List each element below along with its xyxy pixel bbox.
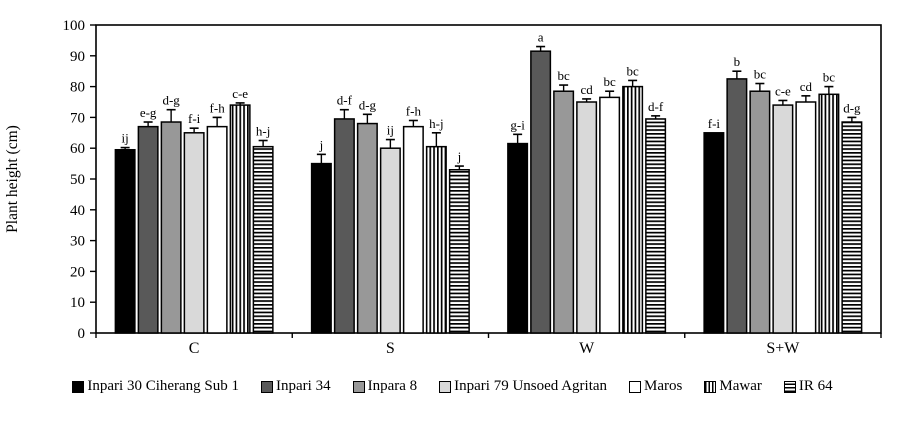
significance-letter: c-e — [775, 83, 791, 98]
y-tick-label: 80 — [70, 80, 85, 96]
legend-label: Inpari 30 Ciherang Sub 1 — [87, 378, 240, 394]
significance-letter: d-f — [648, 99, 664, 114]
legend-label: IR 64 — [798, 378, 833, 394]
legend-item: Maros — [629, 378, 682, 395]
significance-letter: d-g — [162, 93, 180, 108]
significance-letter: ij — [387, 123, 394, 138]
significance-letter: f-i — [708, 116, 721, 131]
significance-letter: g-i — [510, 117, 525, 132]
bar-inpari-30-ciherang-sub-1 — [507, 142, 529, 334]
bar-mawar — [425, 145, 447, 334]
bar-inpari-30-ciherang-sub-1 — [114, 148, 136, 334]
significance-letter: d-f — [337, 93, 353, 108]
bar-maros — [206, 125, 228, 334]
legend-marker-solid — [72, 380, 85, 393]
significance-letter: f-i — [188, 111, 201, 126]
bar-mawar — [818, 93, 840, 334]
legend-marker-solid — [439, 380, 452, 393]
legend-item: IR 64 — [783, 378, 833, 395]
y-tick-label: 10 — [70, 295, 85, 311]
bar-mawar — [229, 104, 251, 334]
significance-letter: j — [319, 137, 324, 152]
y-tick-label: 90 — [70, 49, 85, 65]
y-tick-label: 60 — [70, 141, 85, 157]
bar-inpara-8 — [749, 90, 771, 334]
significance-letter: a — [538, 30, 544, 45]
bar-inpari-79-unsoed-agritan — [772, 104, 794, 334]
significance-letter: bc — [754, 67, 767, 82]
bar-inpari-79-unsoed-agritan — [576, 101, 598, 334]
significance-letter: bc — [626, 63, 639, 78]
plant-height-bar-chart: 0 10 20 30 40 50 60 70 80 90 100 Plant height (cm) C… — [4, 18, 882, 357]
y-tick-label: 40 — [70, 203, 85, 219]
y-tick-label: 50 — [70, 172, 85, 188]
legend-label: Mawar — [719, 378, 762, 394]
legend-item: Mawar — [704, 378, 762, 395]
bar-inpari-34 — [137, 125, 159, 334]
legend-marker-solid — [629, 380, 642, 393]
y-tick-label: 100 — [63, 18, 86, 34]
bar-maros — [402, 125, 424, 334]
bar-mawar — [622, 85, 644, 334]
x-category-label: C — [189, 340, 200, 357]
significance-letter: b — [734, 54, 741, 69]
significance-letter: f-h — [406, 103, 422, 118]
legend-label: Inpari 34 — [276, 378, 331, 394]
legend-marker-horizontal-stripes — [783, 380, 796, 393]
y-tick-label: 70 — [70, 110, 85, 126]
legend-label: Inpari 79 Unsoed Agritan — [454, 378, 608, 394]
legend-marker-vertical-stripes — [704, 380, 717, 393]
bar-inpari-30-ciherang-sub-1 — [703, 132, 725, 334]
x-category-label: S — [386, 340, 395, 357]
significance-letter: d-g — [359, 97, 377, 112]
bar-inpari-79-unsoed-agritan — [379, 147, 401, 334]
bar-ir-64 — [252, 145, 274, 334]
significance-letter: bc — [823, 70, 836, 85]
bar-inpara-8 — [356, 122, 378, 334]
significance-letter: bc — [557, 68, 570, 83]
significance-letter: cd — [800, 79, 813, 94]
bar-inpari-34 — [530, 50, 552, 334]
significance-letter: j — [457, 149, 462, 164]
y-tick-label: 30 — [70, 234, 85, 250]
significance-letter: bc — [603, 74, 616, 89]
significance-letter: c-e — [232, 86, 248, 101]
legend-item: Inpari 34 — [261, 378, 331, 395]
bar-maros — [599, 96, 621, 334]
bar-inpara-8 — [553, 90, 575, 334]
bar-inpari-34 — [726, 78, 748, 334]
x-category-label: W — [579, 340, 595, 357]
bar-inpari-30-ciherang-sub-1 — [310, 162, 332, 334]
legend-item: Inpari 79 Unsoed Agritan — [439, 378, 607, 395]
bar-inpara-8 — [160, 121, 182, 334]
bar-inpari-34 — [333, 118, 355, 334]
bar-ir-64 — [448, 169, 470, 334]
y-tick-label: 0 — [78, 326, 86, 342]
bar-ir-64 — [841, 121, 863, 334]
significance-letter: d-g — [843, 100, 861, 115]
bar-ir-64 — [645, 118, 667, 334]
legend-label: Inpara 8 — [367, 378, 418, 394]
legend-item: Inpari 30 Ciherang Sub 1 — [72, 378, 239, 395]
y-tick-label: 20 — [70, 264, 85, 280]
x-category-label: S+W — [766, 340, 800, 357]
y-axis-title: Plant height (cm) — [4, 125, 21, 233]
legend-label: Maros — [644, 378, 683, 394]
legend-item: Inpara 8 — [352, 378, 418, 395]
bar-maros — [795, 101, 817, 334]
legend-marker-solid — [261, 380, 274, 393]
legend-marker-solid — [352, 380, 365, 393]
bar-inpari-79-unsoed-agritan — [183, 132, 205, 334]
chart-legend: Inpari 30 Ciherang Sub 1 Inpari 34 Inpara … — [0, 378, 905, 395]
significance-letter: ij — [122, 131, 129, 146]
significance-letter: h-j — [256, 124, 270, 139]
significance-letter: cd — [580, 82, 593, 97]
significance-letter: f-h — [210, 100, 226, 115]
significance-letter: e-g — [140, 105, 157, 120]
significance-letter: h-j — [429, 116, 443, 131]
